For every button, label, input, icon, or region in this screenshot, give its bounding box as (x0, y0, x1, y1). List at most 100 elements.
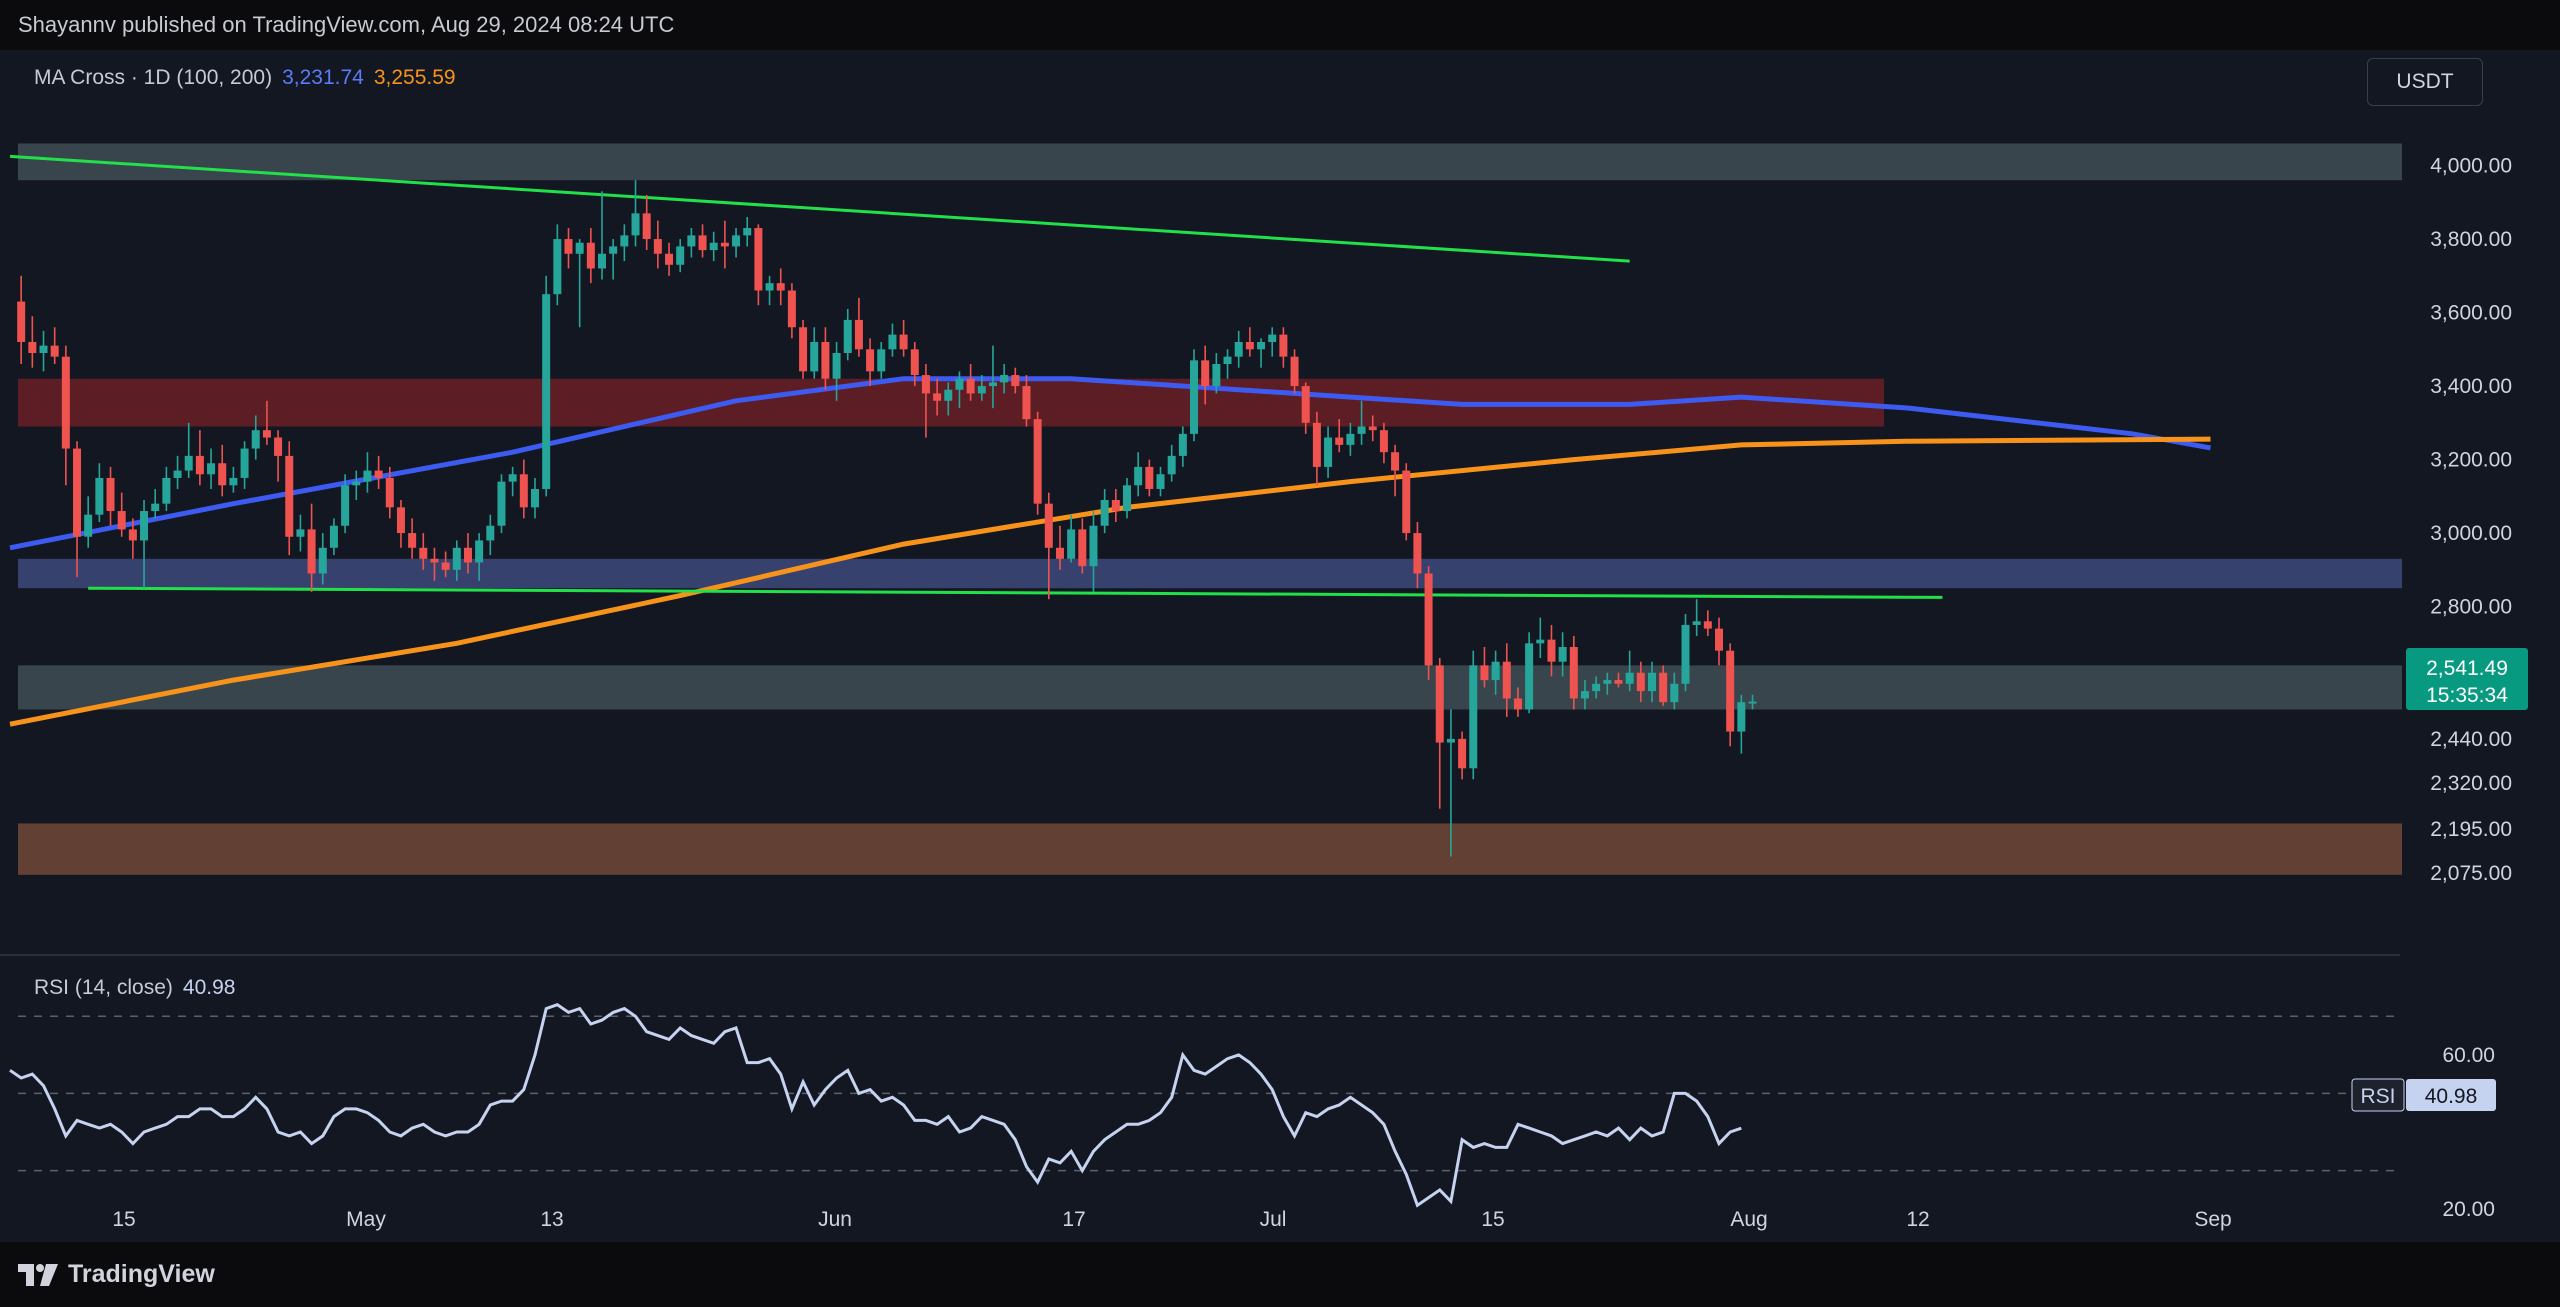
candle-body (1201, 360, 1210, 387)
candle (162, 466, 171, 512)
zone-support-2900 (18, 558, 2402, 589)
candle-body (1346, 433, 1355, 445)
candle (988, 345, 997, 409)
candle-body (1558, 647, 1567, 662)
time-tick-label: Sep (2194, 1208, 2231, 1231)
candle (720, 220, 729, 269)
candle-body (117, 511, 126, 530)
candle (1312, 411, 1321, 486)
candle-body (1435, 665, 1444, 743)
candle-body (1614, 680, 1623, 684)
candle (743, 217, 752, 247)
candle-body (396, 507, 405, 534)
candle-body (1223, 356, 1232, 365)
currency-button[interactable]: USDT (2367, 58, 2483, 106)
candle-body (866, 349, 875, 372)
candle (1167, 444, 1176, 482)
price-tick-label: 3,000.00 (2430, 522, 2512, 545)
candle-body (921, 375, 930, 394)
candle-body (1580, 691, 1589, 699)
upper-trendline[interactable] (9, 154, 1630, 263)
candle-body (1245, 341, 1254, 350)
published-info: Shayannv published on TradingView.com, A… (18, 12, 675, 37)
rsi-axis-tag-box (2351, 1078, 2405, 1112)
candle (195, 430, 204, 486)
candle (1502, 643, 1511, 717)
candle-body (1011, 375, 1020, 387)
candle-body (1212, 364, 1221, 387)
candle-body (173, 470, 182, 478)
candle (899, 319, 908, 357)
candle-body (676, 246, 685, 265)
rsi-legend-label: RSI (14, close) (34, 976, 173, 999)
candle (39, 330, 48, 372)
candle (184, 422, 193, 478)
candle-body (1055, 547, 1064, 559)
rsi-value-label: 40.98 (2425, 1085, 2478, 1108)
candle-body (1368, 426, 1377, 431)
ma-legend-label: MA Cross · 1D (100, 200) (34, 66, 273, 89)
price-tick-label: 2,320.00 (2430, 772, 2512, 795)
candle (1279, 327, 1288, 368)
lower-trendline[interactable] (88, 586, 1943, 599)
chart-frame[interactable]: 4,000.00 3,800.00 3,600.00 3,400.00 3,200.00… (0, 50, 2560, 1242)
candle-body (1748, 701, 1757, 704)
candle-body (61, 356, 70, 449)
candle-body (207, 463, 216, 475)
candle-body (1458, 738, 1467, 769)
chart-canvas[interactable]: 4,000.00 3,800.00 3,600.00 3,400.00 3,200.00… (0, 50, 2560, 1242)
candle-body (184, 455, 193, 471)
candle-body (598, 253, 607, 269)
candle (61, 345, 70, 486)
candle (553, 224, 562, 306)
candle-body (1178, 433, 1187, 456)
candle (776, 268, 785, 306)
candle (888, 323, 897, 357)
candle (285, 441, 294, 556)
candle (821, 327, 830, 390)
candle-body (1000, 375, 1009, 383)
tradingview-logo[interactable]: TradingView (18, 1260, 215, 1289)
candle-body (1647, 672, 1656, 692)
candle-body (620, 235, 629, 247)
candle-body (218, 463, 227, 486)
candle (1446, 709, 1455, 857)
candle (50, 327, 59, 365)
candle (653, 220, 662, 269)
candle (385, 466, 394, 519)
candle-body (296, 529, 305, 537)
candle (1335, 419, 1344, 453)
candle (173, 455, 182, 489)
candle (207, 448, 216, 489)
candle (944, 382, 953, 416)
candle-body (854, 319, 863, 350)
candle (575, 239, 584, 328)
candle-body (709, 242, 718, 251)
time-tick-label: May (346, 1208, 386, 1231)
candle-body (821, 341, 830, 379)
candle-body (1033, 419, 1042, 504)
candle (1647, 661, 1656, 703)
candle (497, 474, 506, 534)
candle (151, 488, 160, 519)
candle (73, 441, 82, 578)
candle (877, 341, 886, 379)
candle (1480, 647, 1489, 688)
candle (1178, 426, 1187, 467)
candle (519, 459, 528, 519)
candle-body (799, 327, 808, 372)
candle (363, 452, 372, 493)
zone-2550 (18, 665, 2402, 710)
candle (463, 533, 472, 574)
candle (117, 492, 126, 537)
candle (1290, 349, 1299, 394)
candle-body (1525, 643, 1534, 710)
candle-body (229, 477, 238, 486)
candle-body (631, 213, 640, 236)
candle-body (1692, 621, 1701, 625)
price-tick-label: 3,200.00 (2430, 449, 2512, 472)
candle-body (28, 341, 37, 353)
candle-body (720, 242, 729, 247)
candle-body (1279, 334, 1288, 357)
